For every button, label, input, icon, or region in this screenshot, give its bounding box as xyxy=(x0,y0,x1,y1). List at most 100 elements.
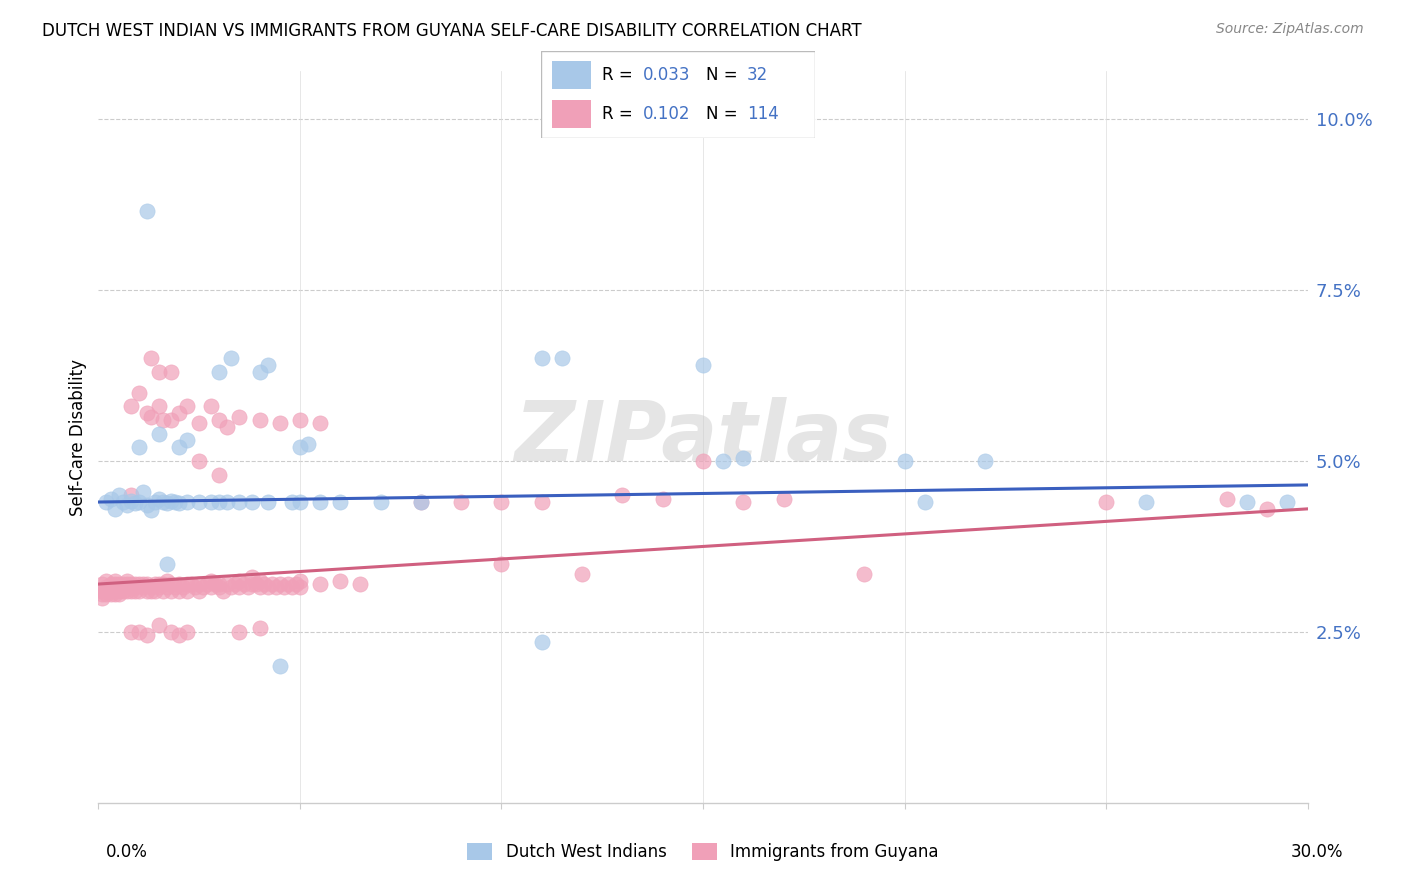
Point xyxy=(176,400,198,414)
Point xyxy=(240,577,263,591)
Point xyxy=(914,495,936,509)
Point xyxy=(132,581,155,595)
Point xyxy=(217,577,239,591)
Point xyxy=(249,574,271,588)
Point xyxy=(530,635,553,649)
Point xyxy=(120,493,142,508)
Point xyxy=(156,574,179,588)
Point xyxy=(288,581,311,595)
Point xyxy=(249,622,271,636)
Point xyxy=(148,426,170,441)
Point xyxy=(409,495,432,509)
Point xyxy=(96,583,118,598)
Point xyxy=(156,557,179,571)
Point xyxy=(124,581,146,595)
Point xyxy=(269,659,291,673)
Bar xyxy=(553,62,591,89)
Point xyxy=(530,351,553,366)
Point xyxy=(249,365,271,379)
Point xyxy=(100,491,122,506)
Point xyxy=(111,583,134,598)
Point xyxy=(893,454,915,468)
Point xyxy=(240,495,263,509)
Point xyxy=(253,577,276,591)
Point xyxy=(148,491,170,506)
Point xyxy=(96,574,118,588)
Text: 0.0%: 0.0% xyxy=(105,843,148,861)
Point xyxy=(1236,495,1258,509)
Text: R =: R = xyxy=(602,66,638,85)
Y-axis label: Self-Care Disability: Self-Care Disability xyxy=(69,359,87,516)
Point xyxy=(228,495,250,509)
Point xyxy=(491,557,513,571)
Point xyxy=(167,406,190,420)
Point xyxy=(309,577,332,591)
Point xyxy=(288,440,311,454)
Point xyxy=(249,413,271,427)
Point xyxy=(139,409,162,424)
Point xyxy=(1277,495,1299,509)
Point xyxy=(111,577,134,591)
Point xyxy=(176,624,198,639)
Point xyxy=(974,454,997,468)
Point xyxy=(160,493,183,508)
Point xyxy=(100,577,122,591)
Point xyxy=(180,577,202,591)
Point xyxy=(152,583,174,598)
Point xyxy=(200,400,222,414)
Point xyxy=(148,365,170,379)
Point xyxy=(176,577,198,591)
Point xyxy=(188,495,211,509)
Point xyxy=(143,583,166,598)
Point xyxy=(571,566,593,581)
Point xyxy=(208,577,231,591)
Point xyxy=(228,624,250,639)
Point xyxy=(120,583,142,598)
Point xyxy=(256,581,278,595)
Point xyxy=(115,583,138,598)
Text: 32: 32 xyxy=(747,66,768,85)
Point xyxy=(148,618,170,632)
Point xyxy=(329,574,352,588)
Point xyxy=(91,587,114,601)
Point xyxy=(135,406,157,420)
Point xyxy=(853,566,876,581)
Point xyxy=(148,581,170,595)
Point xyxy=(256,359,278,373)
Point xyxy=(200,495,222,509)
Point xyxy=(115,577,138,591)
Point xyxy=(128,624,150,639)
Legend: Dutch West Indians, Immigrants from Guyana: Dutch West Indians, Immigrants from Guya… xyxy=(461,836,945,868)
Text: 114: 114 xyxy=(747,104,779,123)
Bar xyxy=(553,100,591,128)
Point xyxy=(167,583,190,598)
Point xyxy=(160,413,183,427)
Text: R =: R = xyxy=(602,104,638,123)
Point xyxy=(96,581,118,595)
Point xyxy=(221,581,243,595)
Point xyxy=(139,503,162,517)
Point xyxy=(115,499,138,513)
Point xyxy=(135,583,157,598)
Point xyxy=(232,577,254,591)
Point xyxy=(176,434,198,448)
Point xyxy=(160,577,183,591)
Point xyxy=(152,413,174,427)
Point xyxy=(188,454,211,468)
Point xyxy=(103,574,125,588)
Point xyxy=(228,574,250,588)
Point xyxy=(733,450,755,465)
Point xyxy=(176,583,198,598)
Text: N =: N = xyxy=(706,66,742,85)
Point xyxy=(269,417,291,431)
Point xyxy=(264,581,287,595)
Point xyxy=(107,577,129,591)
Point xyxy=(160,365,183,379)
Point xyxy=(193,581,215,595)
Point xyxy=(208,467,231,482)
Point xyxy=(329,495,352,509)
Point xyxy=(152,495,174,509)
Point xyxy=(167,628,190,642)
Point xyxy=(124,583,146,598)
Point xyxy=(100,583,122,598)
